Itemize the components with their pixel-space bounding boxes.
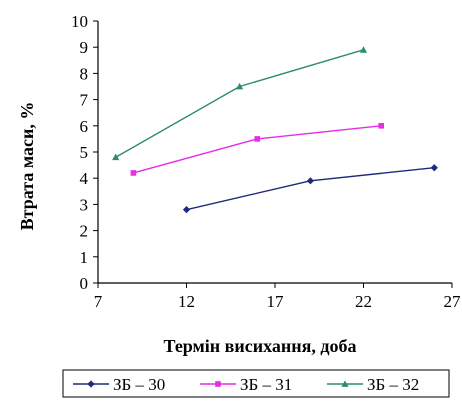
y-tick-label: 0 bbox=[80, 274, 89, 293]
y-tick-label: 3 bbox=[80, 195, 89, 214]
x-tick-label: 27 bbox=[444, 292, 462, 311]
y-tick-label: 5 bbox=[80, 143, 89, 162]
x-tick-label: 12 bbox=[178, 292, 195, 311]
data-point bbox=[236, 82, 244, 90]
y-ticks: 0 1 2 3 4 5 6 7 8 9 10 bbox=[71, 12, 98, 293]
y-tick-label: 4 bbox=[80, 169, 89, 188]
legend-label: ЗБ – 31 bbox=[240, 375, 292, 394]
legend-label: ЗБ – 30 bbox=[113, 375, 165, 394]
legend-box bbox=[62, 369, 450, 398]
data-point bbox=[378, 123, 384, 129]
x-tick-label: 22 bbox=[355, 292, 372, 311]
y-axis-title: Втрата маси, % bbox=[17, 102, 37, 231]
legend-marker bbox=[87, 380, 95, 388]
y-tick-label: 8 bbox=[80, 64, 89, 83]
axes bbox=[97, 21, 452, 284]
data-point bbox=[112, 153, 120, 161]
y-tick-label: 2 bbox=[80, 222, 89, 241]
series-2 bbox=[130, 123, 384, 176]
legend-item: ЗБ – 32 bbox=[327, 375, 419, 394]
series-3 bbox=[112, 46, 368, 161]
x-tick-label: 17 bbox=[267, 292, 285, 311]
series-1 bbox=[182, 164, 438, 214]
y-tick-label: 1 bbox=[80, 248, 89, 267]
legend-items: ЗБ – 30 ЗБ – 31 ЗБ – 32 bbox=[73, 375, 419, 394]
legend-marker bbox=[215, 381, 221, 387]
series-line bbox=[186, 167, 435, 211]
y-tick-label: 10 bbox=[71, 12, 88, 31]
data-point bbox=[182, 206, 191, 214]
x-ticks: 7 12 17 22 27 bbox=[94, 283, 461, 311]
series-layer bbox=[112, 46, 438, 214]
series-line bbox=[133, 125, 382, 174]
legend-item: ЗБ – 30 bbox=[73, 375, 165, 394]
y-tick-label: 9 bbox=[80, 38, 89, 57]
data-point bbox=[254, 136, 261, 142]
legend-label: ЗБ – 32 bbox=[367, 375, 419, 394]
y-tick-label: 7 bbox=[80, 91, 89, 110]
legend-marker bbox=[341, 380, 349, 387]
x-axis-title: Термін висихання, доба bbox=[164, 336, 357, 356]
data-point bbox=[359, 46, 368, 53]
legend: ЗБ – 30 ЗБ – 31 ЗБ – 32 bbox=[62, 369, 450, 398]
data-point bbox=[130, 170, 137, 176]
legend-item: ЗБ – 31 bbox=[200, 375, 292, 394]
series-line bbox=[115, 49, 364, 158]
x-tick-label: 7 bbox=[94, 292, 103, 311]
data-point bbox=[306, 177, 314, 185]
y-tick-label: 6 bbox=[80, 117, 89, 136]
data-point bbox=[430, 164, 438, 172]
